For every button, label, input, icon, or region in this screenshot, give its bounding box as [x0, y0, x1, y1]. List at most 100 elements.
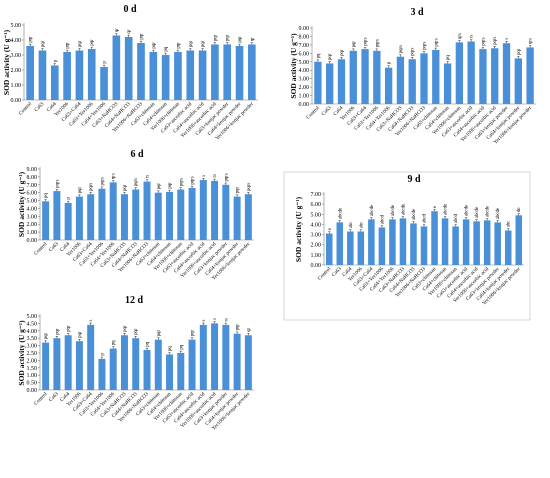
y-tick-label: 5.00 — [11, 23, 22, 29]
y-tick-label: 7.00 — [299, 43, 310, 49]
category-label: Ca63 — [321, 105, 333, 117]
bar — [132, 189, 140, 240]
bar — [198, 50, 207, 100]
bar — [326, 63, 334, 104]
significance-letter: qr — [115, 28, 120, 32]
y-axis-label: SOD activity (U g⁻¹) — [294, 196, 303, 262]
significance-letter: pqr — [517, 48, 522, 55]
bar — [244, 194, 252, 240]
bar — [154, 339, 162, 390]
significance-letter: p — [53, 59, 58, 62]
significance-letter: pqr — [340, 49, 345, 56]
y-tick-label: 6.00 — [299, 51, 310, 57]
bar — [53, 338, 61, 390]
significance-letter: pqr — [123, 184, 128, 191]
significance-letter: pqrs — [179, 178, 184, 186]
significance-letter: pqr — [78, 331, 83, 338]
significance-letter: abcde — [486, 206, 491, 217]
significance-letter: abcd — [380, 215, 385, 225]
y-tick-label: 4.00 — [311, 222, 322, 228]
significance-letter: pq — [164, 46, 169, 51]
significance-letter: pqr — [201, 40, 206, 47]
y-tick-label: 3.50 — [27, 336, 38, 342]
y-axis-label: SOD activity (U g⁻¹) — [17, 320, 26, 386]
significance-letter: p — [100, 353, 105, 356]
significance-letter: pqr — [176, 42, 181, 49]
bar — [368, 219, 375, 265]
bar — [199, 324, 207, 390]
bar — [479, 49, 487, 104]
y-tick-label: 2.00 — [27, 222, 38, 228]
bar — [420, 53, 428, 104]
category-label: Ca63 — [48, 241, 60, 253]
bar — [87, 49, 96, 100]
y-tick-label: 1.00 — [311, 253, 322, 259]
bar — [223, 44, 232, 100]
significance-letter: abc — [349, 222, 354, 229]
significance-letter: p — [387, 61, 392, 64]
y-tick-label: 1.00 — [11, 83, 22, 89]
significance-letter: p — [103, 61, 108, 64]
y-tick-label: 1.00 — [27, 373, 38, 379]
significance-letter: abcde — [412, 209, 417, 220]
significance-letter: abc — [507, 221, 512, 228]
significance-letter: pqr — [90, 39, 95, 46]
bar — [373, 50, 381, 104]
bar — [143, 350, 151, 390]
significance-letter: qr — [247, 327, 252, 331]
bar — [188, 339, 196, 390]
bar — [161, 55, 170, 100]
significance-letter: pqr — [29, 36, 34, 43]
y-tick-label: 2.50 — [27, 351, 38, 357]
significance-letter: pqrs — [224, 173, 229, 181]
significance-letter: pqrs — [100, 177, 105, 185]
bar — [177, 189, 185, 240]
bar — [42, 342, 50, 390]
bar — [53, 191, 61, 240]
bar — [441, 218, 449, 265]
significance-letter: pqr — [41, 40, 46, 47]
significance-letter: pqr — [352, 41, 357, 48]
significance-letter: pq — [44, 193, 49, 198]
bar — [109, 182, 117, 240]
bar — [384, 67, 393, 104]
significance-letter: abcde — [465, 205, 470, 216]
significance-letter: pqr — [66, 42, 71, 49]
significance-letter: pqrs — [411, 47, 416, 55]
bar — [87, 194, 95, 240]
bar — [432, 49, 440, 104]
bar — [378, 227, 386, 265]
bar — [143, 181, 151, 240]
bar — [233, 333, 241, 390]
bar — [248, 44, 256, 100]
bar — [75, 50, 84, 100]
y-tick-label: 4.00 — [27, 329, 38, 335]
y-tick-label: 2.00 — [11, 68, 22, 74]
significance-letter: rs — [146, 175, 151, 179]
y-tick-label: 2.00 — [311, 243, 322, 249]
bar — [452, 226, 459, 265]
significance-letter: pqrs — [481, 37, 486, 45]
bar — [42, 201, 50, 240]
bar — [473, 221, 480, 265]
bar — [63, 52, 71, 100]
bar — [112, 35, 121, 100]
y-tick-label: 9.00 — [299, 26, 310, 32]
bar — [50, 65, 59, 100]
bar — [186, 50, 195, 100]
significance-letter: pqr — [168, 182, 173, 189]
y-tick-label: 6.00 — [27, 191, 38, 197]
y-tick-label: 1.00 — [27, 230, 38, 236]
significance-letter: pqr — [213, 34, 218, 41]
bar — [75, 196, 83, 240]
y-tick-label: 1.50 — [27, 366, 38, 372]
significance-letter: qr — [250, 37, 255, 41]
bar — [326, 233, 333, 265]
y-tick-label: 3.00 — [27, 214, 38, 220]
significance-letter: p — [67, 197, 72, 200]
bar — [137, 43, 145, 100]
significance-letter: pq — [168, 346, 173, 351]
significance-letter: pqr — [236, 187, 241, 194]
bar — [337, 59, 346, 104]
